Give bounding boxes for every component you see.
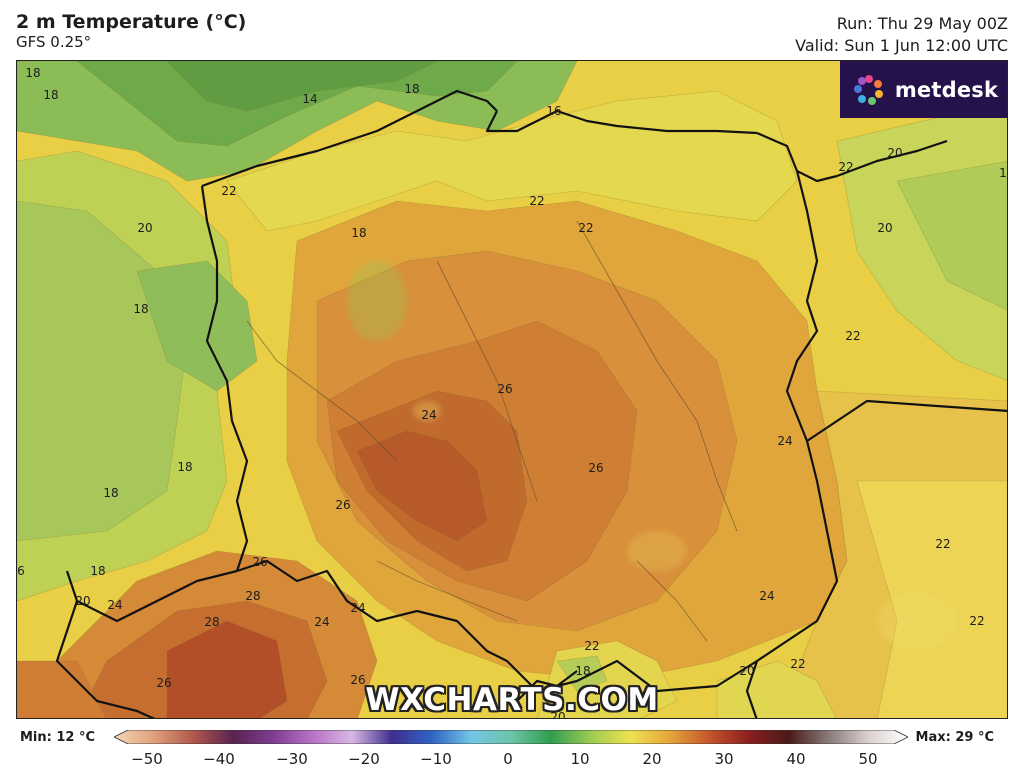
contour-label: 22	[584, 639, 599, 653]
contour-label: 20	[137, 221, 152, 235]
metdesk-flower-icon	[853, 74, 883, 105]
contour-label: 18	[351, 226, 366, 240]
run-label: Run: Thu 29 May 00Z	[836, 14, 1008, 33]
legend-tick: −10	[420, 750, 452, 768]
contour-label: 20	[75, 594, 90, 608]
contour-label: 20	[877, 221, 892, 235]
contour-label: 18	[43, 88, 58, 102]
contour-label: 18	[575, 664, 590, 678]
max-label: Max: 29 °C	[915, 730, 994, 745]
temperature-map: 18 18 14 18 16 22 22 22 20 22 20 18 20 1…	[16, 60, 1008, 719]
legend-tick: 0	[503, 750, 513, 768]
contour-label: 26	[588, 461, 603, 475]
model-label: GFS 0.25°	[16, 33, 92, 51]
contour-label: 22	[845, 329, 860, 343]
contour-label: 22	[935, 537, 950, 551]
legend-tick: 10	[570, 750, 590, 768]
contour-label: 26	[156, 676, 171, 690]
contour-label: 1	[999, 166, 1007, 180]
contour-label: 6	[17, 564, 25, 578]
temperature-texture	[347, 261, 957, 649]
contour-label: 22	[578, 221, 593, 235]
watermark: WXCHARTS.COM	[365, 682, 659, 718]
contour-label: 20	[887, 146, 902, 160]
min-label: Min: 12 °C	[20, 730, 96, 745]
contour-label: 28	[245, 589, 260, 603]
rivers	[246, 220, 738, 642]
contour-label: 22	[529, 194, 544, 208]
legend-tick: 20	[642, 750, 662, 768]
contour-label: 26	[497, 382, 512, 396]
contour-label: 18	[133, 302, 148, 316]
metdesk-logo: metdesk	[840, 61, 1007, 118]
contour-label: 22	[838, 160, 853, 174]
contour-labels: 18 18 14 18 16 22 22 22 20 22 20 18 20 1…	[17, 66, 1007, 719]
legend-tick: −30	[276, 750, 308, 768]
legend-tick: −50	[131, 750, 163, 768]
contour-label: 24	[777, 434, 792, 448]
contour-label: 24	[107, 598, 122, 612]
contour-label: 24	[421, 408, 436, 422]
colour-bar	[114, 730, 908, 744]
contour-label: 24	[759, 589, 774, 603]
brand-name: metdesk	[894, 77, 999, 102]
contour-label: 22	[221, 184, 236, 198]
legend-tick: −20	[348, 750, 380, 768]
contour-label: 18	[404, 82, 419, 96]
contour-label: 24	[314, 615, 329, 629]
contour-label: 18	[25, 66, 40, 80]
contour-label: 26	[350, 673, 365, 687]
contour-label: 28	[204, 615, 219, 629]
contour-label: 20	[550, 710, 565, 719]
legend-tick: 50	[858, 750, 878, 768]
header-left: 2 m Temperature (°C) GFS 0.25°	[16, 11, 246, 52]
colour-legend: Min: 12 °C	[0, 722, 1024, 784]
country-borders	[55, 89, 1007, 718]
header-right: Run: Thu 29 May 00Z Valid: Sun 1 Jun 12:…	[795, 13, 1008, 57]
contour-label: 22	[969, 614, 984, 628]
legend-ticks: −50 −40 −30 −20 −10 0 10 20 30 40 50	[0, 750, 1024, 774]
contour-label: 18	[103, 486, 118, 500]
contour-label: 22	[790, 657, 805, 671]
contour-label: 26	[252, 555, 267, 569]
contour-label: 26	[335, 498, 350, 512]
contour-label: 14	[302, 92, 317, 106]
contour-label: 16	[546, 104, 561, 118]
contour-label: 18	[177, 460, 192, 474]
legend-tick: 30	[714, 750, 734, 768]
contour-label: 18	[90, 564, 105, 578]
valid-label: Valid: Sun 1 Jun 12:00 UTC	[795, 36, 1008, 55]
chart-title: 2 m Temperature (°C)	[16, 11, 247, 33]
map-canvas: 18 18 14 18 16 22 22 22 20 22 20 18 20 1…	[17, 61, 1007, 719]
contour-label: 20	[739, 664, 754, 678]
contour-label: 24	[350, 601, 365, 615]
legend-tick: 40	[786, 750, 806, 768]
legend-tick: −40	[203, 750, 235, 768]
